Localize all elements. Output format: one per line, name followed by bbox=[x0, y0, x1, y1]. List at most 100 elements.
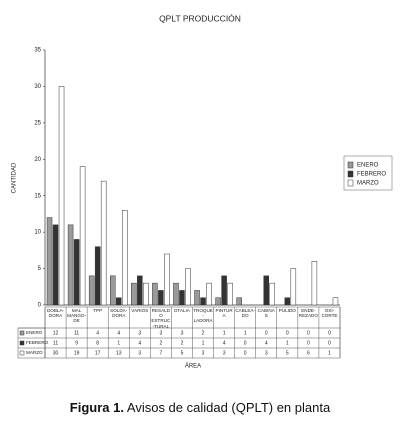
table-value: 1 bbox=[244, 330, 247, 336]
x-axis-label: ÁREA bbox=[185, 363, 201, 370]
category-text: TROQUE-LADORA bbox=[193, 308, 213, 324]
bar bbox=[215, 297, 221, 306]
x-tick-label: VARIOS bbox=[131, 308, 148, 313]
table-value: 2 bbox=[181, 340, 184, 346]
table-value: 7 bbox=[160, 350, 163, 356]
bar bbox=[131, 282, 137, 306]
table-value: 1 bbox=[202, 340, 205, 346]
table-value: 2 bbox=[160, 340, 163, 346]
table-swatch bbox=[19, 350, 25, 356]
table-value: 1 bbox=[328, 350, 331, 356]
caption: Figura 1. Avisos de calidad (QPLT) en pl… bbox=[0, 400, 400, 415]
chart: QPLT PRODUCCIÓN CANTIDAD ÁREA 0510152025… bbox=[12, 13, 393, 370]
table-value: 4 bbox=[138, 340, 141, 346]
legend-label: MARZO bbox=[357, 181, 379, 187]
bar bbox=[73, 239, 80, 306]
bar bbox=[200, 297, 206, 306]
table-value: 11 bbox=[74, 330, 79, 336]
table-value: 0 bbox=[328, 330, 331, 336]
table-value: 3 bbox=[138, 330, 141, 336]
bar bbox=[173, 282, 179, 306]
x-tick-label: RESALDO ESTRUC-TURAL bbox=[151, 308, 170, 328]
bar bbox=[94, 246, 101, 306]
x-tick-label: DOBLA-DORA bbox=[46, 308, 65, 319]
table-series-label: MARZO bbox=[26, 350, 43, 355]
table-value: 1 bbox=[223, 330, 226, 336]
category-text: PINTURA bbox=[215, 308, 233, 319]
table-value: 3 bbox=[223, 350, 226, 356]
table-swatch bbox=[19, 330, 25, 336]
table-value: 19 bbox=[74, 350, 80, 356]
table-value: 3 bbox=[160, 330, 163, 336]
bar bbox=[152, 282, 158, 306]
bar bbox=[137, 275, 143, 306]
x-tick-label: TPP bbox=[93, 308, 102, 313]
table-value: 4 bbox=[117, 330, 120, 336]
category-text: SOLDA-DORA bbox=[110, 308, 128, 319]
x-tick-label: MAL MANGO-DE bbox=[67, 308, 87, 324]
table-value: 11 bbox=[53, 340, 58, 346]
x-tick-label: TROQUE-LADORA bbox=[193, 308, 213, 324]
table-value: 1 bbox=[117, 340, 120, 346]
y-tick-label: 25 bbox=[34, 120, 41, 126]
table-value: 12 bbox=[53, 330, 59, 336]
bar bbox=[164, 253, 170, 306]
x-tick-label: PULIDO bbox=[278, 308, 296, 313]
bar bbox=[194, 290, 200, 306]
bar bbox=[221, 275, 227, 306]
category-text: ENDE-REZADO bbox=[298, 308, 318, 319]
bar bbox=[332, 297, 339, 306]
table-value: 0 bbox=[244, 350, 247, 356]
table-series-label: FEBRERO bbox=[26, 340, 49, 345]
table-value: 0 bbox=[307, 340, 310, 346]
bar bbox=[79, 166, 86, 306]
table-value: 1 bbox=[286, 340, 289, 346]
y-tick-label: 30 bbox=[34, 84, 41, 90]
table-value: 4 bbox=[223, 340, 226, 346]
bar bbox=[122, 210, 128, 306]
bar bbox=[100, 180, 107, 306]
table-value: 0 bbox=[307, 330, 310, 336]
bar bbox=[58, 86, 65, 306]
table-value: 2 bbox=[202, 330, 205, 336]
x-tick-label: OXI-CORTE bbox=[321, 308, 337, 318]
table-value: 9 bbox=[75, 340, 78, 346]
table-value: 13 bbox=[116, 350, 122, 356]
category-text: DOBLA-DORA bbox=[46, 308, 65, 319]
table-value: 5 bbox=[286, 350, 289, 356]
table-value: 0 bbox=[244, 340, 247, 346]
category-text: DTALIA bbox=[174, 308, 190, 313]
bar bbox=[263, 275, 269, 306]
bar bbox=[46, 217, 53, 306]
legend-swatch bbox=[347, 170, 354, 178]
caption-text: Avisos de calidad (QPLT) en planta bbox=[126, 400, 331, 415]
table-value: 30 bbox=[53, 350, 59, 356]
legend-label: FEBRERO bbox=[357, 172, 386, 178]
table-value: 3 bbox=[138, 350, 141, 356]
bar bbox=[158, 290, 164, 306]
legend-label: ENERO bbox=[357, 163, 379, 169]
y-axis-label: CANTIDAD bbox=[12, 162, 18, 193]
bar bbox=[116, 297, 122, 306]
table-value: 3 bbox=[202, 350, 205, 356]
table-value: 4 bbox=[265, 340, 268, 346]
table-series-label: ENERO bbox=[26, 330, 43, 335]
y-tick-label: 0 bbox=[38, 303, 42, 309]
bar bbox=[67, 224, 74, 306]
bar bbox=[206, 282, 212, 306]
category-text: CABINAS bbox=[257, 308, 275, 319]
x-tick-label: ENDE-REZADO bbox=[298, 308, 318, 319]
category-text: PULIDO bbox=[278, 308, 296, 313]
x-tick-label: SOLDA-DORA bbox=[110, 308, 128, 319]
bar bbox=[236, 297, 242, 306]
table-value: 3 bbox=[265, 350, 268, 356]
x-tick-label: DTALIA bbox=[174, 308, 190, 313]
caption-label: Figura 1. bbox=[69, 400, 124, 415]
y-tick-label: 35 bbox=[34, 48, 41, 54]
y-tick-label: 10 bbox=[34, 230, 41, 236]
y-tick-label: 5 bbox=[38, 266, 42, 272]
bar bbox=[227, 282, 233, 306]
category-text: MAL MANGO-DE bbox=[67, 308, 87, 324]
bar bbox=[269, 282, 275, 306]
